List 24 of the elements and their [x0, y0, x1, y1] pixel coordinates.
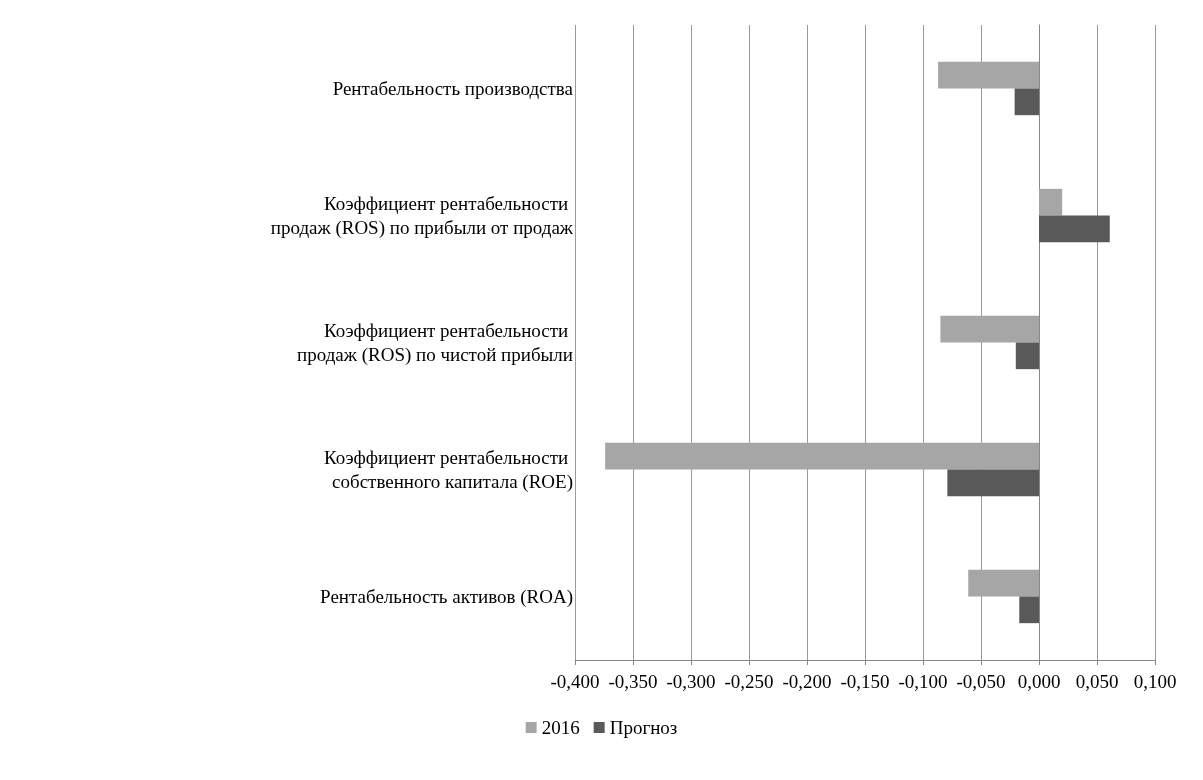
y-tick-label: Коэффициент рентабельности собственного капитала (ROE) — [323, 447, 573, 493]
y-tick-label: Рентабельность производства — [332, 78, 574, 99]
x-tick-label: -0,100 — [898, 671, 948, 692]
x-tick-label: 0,100 — [1133, 671, 1177, 692]
x-tick-label: -0,150 — [840, 671, 890, 692]
x-tick-label: -0,200 — [782, 671, 832, 692]
y-tick-label: Коэффициент рентабельности продаж (ROS) по чистой прибыли — [297, 320, 573, 366]
x-tick-label: 0,050 — [1075, 671, 1119, 692]
bar — [1039, 188, 1063, 216]
x-tick-label: -0,250 — [724, 671, 774, 692]
x-tick-label: -0,400 — [550, 671, 600, 692]
bar — [1019, 596, 1039, 624]
bar — [1015, 342, 1039, 370]
bar — [947, 469, 1039, 497]
legend-label: Прогноз — [609, 717, 678, 738]
x-tick-label: 0,000 — [1017, 671, 1061, 692]
bar — [1039, 215, 1110, 243]
y-tick-label: Коэффициент рентабельности продаж (ROS) по прибыли от продаж — [270, 193, 574, 239]
x-tick-label: -0,050 — [956, 671, 1006, 692]
x-tick-label: -0,350 — [608, 671, 658, 692]
y-tick-label: Рентабельность активов (ROA) — [320, 586, 573, 608]
x-tick-label: -0,300 — [666, 671, 716, 692]
legend-label: 2016 — [541, 717, 580, 738]
bar — [1014, 88, 1039, 116]
